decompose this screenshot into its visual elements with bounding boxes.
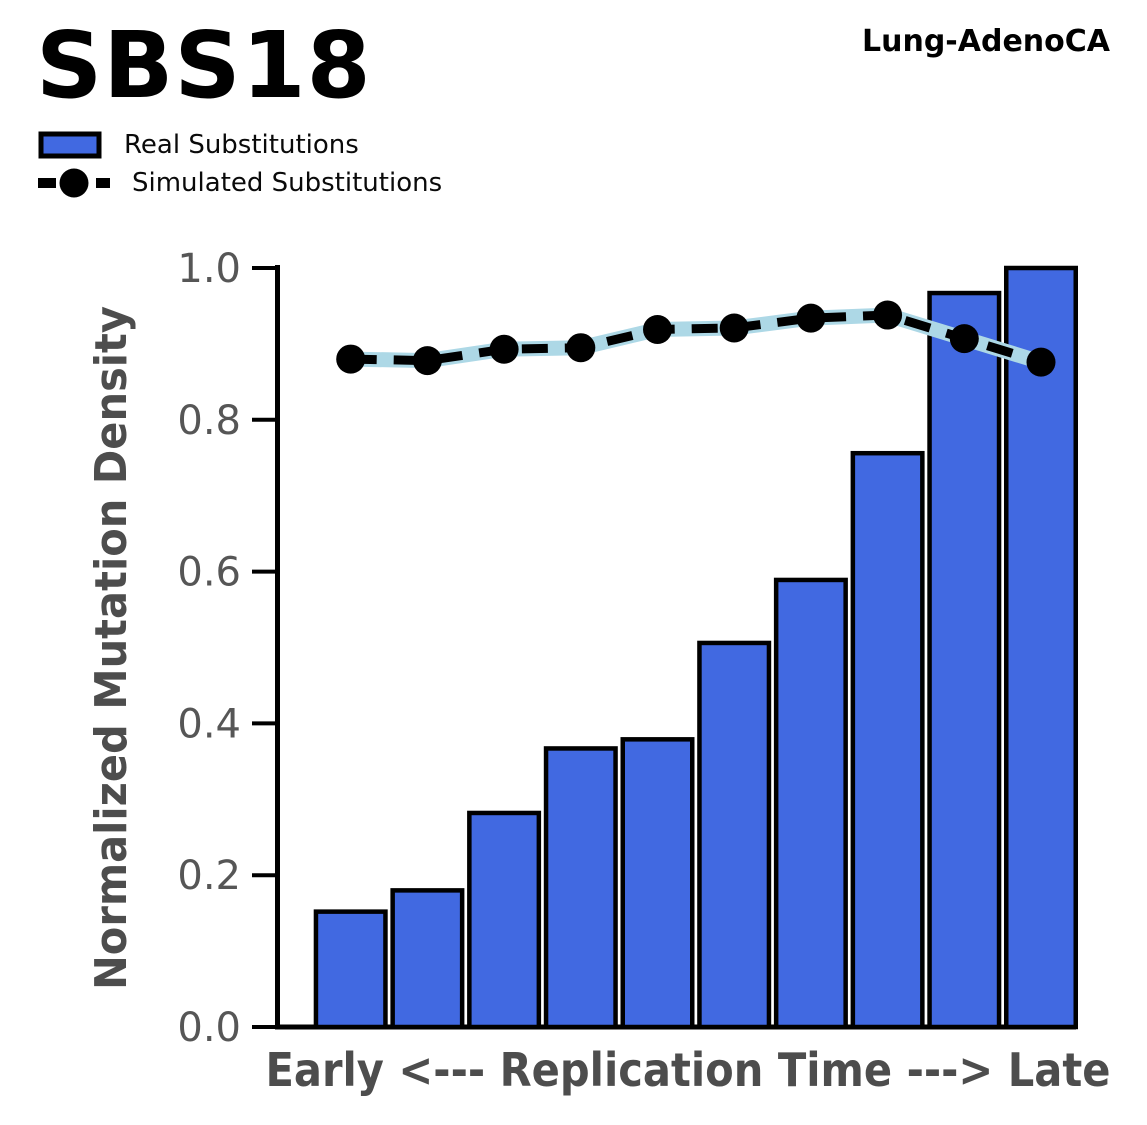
legend-row-real: Real Substitutions [38,130,442,160]
real-substitutions-bar [927,290,1002,1030]
real-substitutions-bar [467,810,542,1030]
simulated-point-marker [566,333,596,363]
simulated-point-marker [873,300,903,330]
y-tick-label: 0.4 [177,701,241,747]
simulated-point-marker [412,346,442,376]
real-substitutions-bar [773,577,848,1030]
simulated-point-marker [489,334,519,364]
signature-title: SBS18 [36,12,372,119]
real-substitutions-bar [620,737,695,1030]
cohort-label: Lung-AdenoCA [862,24,1110,59]
y-tick-label: 0.8 [177,398,241,444]
simulated-point-marker [949,324,979,354]
x-axis-label: Early <--- Replication Time ---> Late [266,1043,1111,1097]
real-substitutions-bar [697,640,772,1030]
real-bar-swatch-icon [38,131,102,159]
real-substitutions-bar [850,450,925,1030]
legend: Real Substitutions Simulated Substitutio… [38,130,442,198]
simulated-point-marker [336,344,366,374]
simulated-dashed-line [350,310,1043,367]
legend-row-simulated: Simulated Substitutions [38,168,442,198]
y-tick-label: 1.0 [177,246,241,292]
y-tick-label: 0.0 [177,1005,241,1051]
real-substitutions-bar [1004,265,1078,1030]
y-tick-label: 0.6 [177,550,241,596]
legend-label-real: Real Substitutions [124,130,359,160]
simulated-point-marker [719,313,749,343]
real-substitutions-bar [543,746,618,1030]
y-axis-label: Normalized Mutation Density [86,306,137,990]
y-tick-label: 0.2 [177,853,241,899]
simulated-point-marker [1026,347,1056,377]
real-substitutions-bar [390,888,465,1030]
real-substitutions-bar [313,909,388,1030]
simulated-line-swatch-icon [38,168,110,198]
simulated-point-marker [643,314,672,344]
legend-label-simulated: Simulated Substitutions [132,168,443,198]
simulated-point-marker [796,303,826,333]
